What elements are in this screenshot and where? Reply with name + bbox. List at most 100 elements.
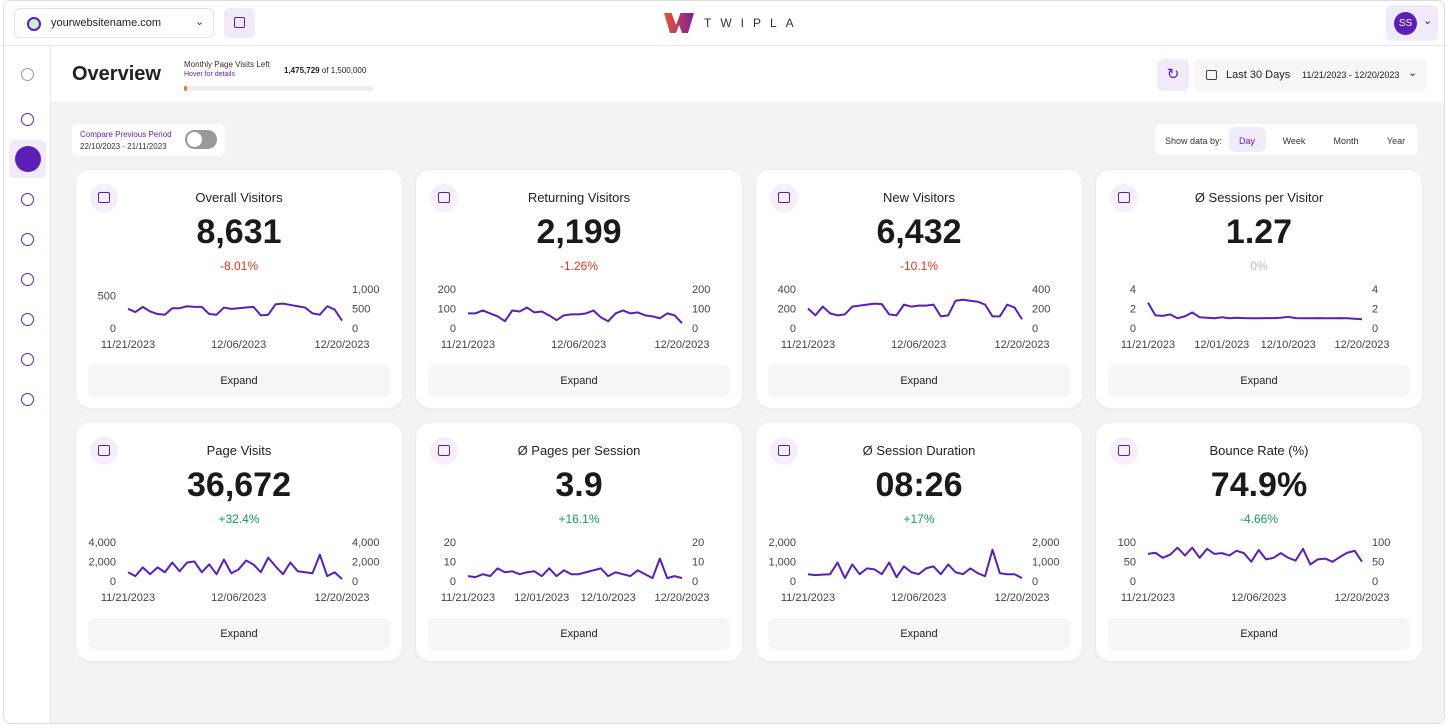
card-title: New Visitors — [882, 190, 955, 205]
card-title: Page Visits — [206, 443, 272, 458]
open-site[interactable] — [224, 8, 255, 38]
y-tick-label: 0 — [1130, 576, 1136, 588]
line — [807, 298, 1023, 320]
card-value: 6,432 — [876, 213, 962, 251]
line — [468, 306, 683, 324]
quota-hint[interactable]: Hover for details — [184, 71, 235, 78]
expand-button[interactable]: Expand — [1108, 618, 1410, 650]
x-tick-label: 12/20/2023 — [994, 592, 1049, 604]
nav-icon[interactable] — [21, 313, 34, 326]
metric-card: Ø Pages per Session 3.9 +16.1% Expand 0 10 20 0… — [416, 423, 742, 661]
y-tick-label: 100 — [438, 303, 456, 315]
nav-icon — [15, 146, 41, 172]
card-change: -8.01% — [219, 259, 259, 273]
nav-icon[interactable] — [21, 273, 34, 286]
quota-text: 1,475,729 of 1,500,000 — [284, 66, 366, 75]
line — [1147, 302, 1363, 321]
card-icon — [1110, 184, 1138, 212]
card-value: 3.9 — [555, 466, 603, 504]
compare-label: Compare Previous Period — [80, 130, 172, 139]
y2-tick-label: 2,000 — [1032, 537, 1060, 549]
compare-toggle[interactable] — [185, 130, 217, 149]
quota-left: 1,475,729 — [284, 66, 320, 75]
quota-title: Monthly Page Visits Left — [184, 60, 270, 69]
card-value: 8,631 — [196, 213, 282, 251]
expand-button[interactable]: Expand — [428, 365, 730, 397]
logo-text: TWIPLA — [704, 16, 803, 30]
y-tick-label: 200 — [438, 284, 456, 296]
x-tick-label: 12/06/2023 — [211, 339, 266, 351]
line — [127, 553, 343, 580]
expand-button[interactable]: Expand — [88, 618, 390, 650]
y2-tick-label: 10 — [692, 556, 704, 568]
y-tick-label: 0 — [110, 323, 116, 335]
expand-button[interactable]: Expand — [768, 365, 1070, 397]
y2-tick-label: 0 — [1032, 576, 1038, 588]
expand-button[interactable]: Expand — [88, 365, 390, 397]
metric-card: Bounce Rate (%) 74.9% -4.66% Expand 0 50 100 0 5… — [1096, 423, 1422, 661]
expand-button[interactable]: Expand — [1108, 365, 1410, 397]
date-picker[interactable]: Last 30 Days 11/21/2023 - 12/20/2023 ⌄ — [1194, 59, 1427, 91]
y-tick-label: 0 — [1130, 323, 1136, 335]
x-tick-label: 11/21/2023 — [781, 339, 835, 351]
sparkline: 0 1,000 2,000 0 1,000 2,000 11/21/2023 12/06/20… — [768, 537, 1060, 604]
card-icon — [430, 437, 458, 465]
sparkline: 0 200 400 0 200 400 11/21/2023 12/06/2023 12/20/… — [778, 284, 1051, 351]
globe-icon — [27, 17, 41, 31]
nav-icon[interactable] — [21, 193, 34, 206]
calendar-icon — [1206, 70, 1217, 80]
y-tick-label: 0 — [790, 323, 796, 335]
x-tick-label: 12/20/2023 — [994, 339, 1049, 351]
line — [1147, 546, 1363, 566]
period: Last 30 Days — [1226, 69, 1291, 81]
site-name: yourwebsitename.com — [51, 17, 162, 29]
expand-button[interactable]: Expand — [768, 618, 1070, 650]
card-icon — [90, 184, 118, 212]
nav-icon[interactable] — [21, 233, 34, 246]
metric-card: Ø Session Duration 08:26 +17% Expand 0 1,000 2… — [756, 423, 1082, 661]
sparkline: 0 2,000 4,000 0 2,000 4,000 11/21/2023 12/06/20… — [88, 537, 379, 604]
y-tick-label: 2,000 — [88, 556, 116, 568]
show-by-option[interactable]: Week — [1282, 136, 1306, 146]
x-tick-label: 11/21/2023 — [101, 339, 155, 351]
x-tick-label: 12/20/2023 — [314, 592, 369, 604]
y2-tick-label: 500 — [352, 303, 370, 315]
divider — [4, 45, 1444, 46]
nav-icon[interactable] — [21, 393, 34, 406]
avatar: SS — [1394, 12, 1417, 35]
x-tick-label: 12/06/2023 — [1231, 592, 1286, 604]
y-tick-label: 400 — [778, 284, 796, 296]
y2-tick-label: 1,000 — [1032, 556, 1060, 568]
sparkline: 0 10 20 0 10 20 11/21/2023 12/01/2023 12/10/2023… — [441, 537, 710, 604]
y-tick-label: 0 — [790, 576, 796, 588]
y2-tick-label: 100 — [1372, 537, 1390, 549]
line — [467, 557, 683, 580]
show-by-option[interactable]: Day — [1238, 136, 1256, 146]
x-tick-label: 11/21/2023 — [781, 592, 835, 604]
card-value: 74.9% — [1210, 466, 1308, 504]
card-change: +17% — [903, 512, 935, 526]
y-tick-label: 50 — [1124, 556, 1136, 568]
card-title: Ø Sessions per Visitor — [1194, 190, 1324, 205]
account-menu[interactable]: SS ⌄ — [1386, 5, 1438, 41]
quota-used — [184, 86, 188, 91]
nav-icon[interactable] — [21, 113, 34, 126]
show-by-box: Show data by: Day Week Month Year — [1155, 124, 1418, 155]
show-by-option[interactable]: Year — [1386, 136, 1406, 146]
card-change: +16.1% — [558, 512, 600, 526]
metric-card: Page Visits 36,672 +32.4% Expand 0 2,000 4,000… — [76, 423, 402, 661]
site-selector[interactable]: yourwebsitename.com ⌄ — [14, 8, 214, 38]
refresh-button[interactable]: ↻ — [1157, 59, 1189, 91]
card-icon-glyph — [98, 192, 110, 203]
card-icon — [770, 184, 798, 212]
sparkline: 0 100 200 0 100 200 11/21/2023 12/06/2023 12/20/… — [438, 284, 711, 351]
card-icon-glyph — [778, 192, 790, 203]
show-by-option[interactable]: Month — [1333, 136, 1359, 146]
nav-icon[interactable] — [21, 68, 34, 81]
card-icon — [430, 184, 458, 212]
metric-card: Ø Sessions per Visitor 1.27 0% Expand 0 2 4 0 2 4… — [1096, 170, 1422, 408]
expand-button[interactable]: Expand — [428, 618, 730, 650]
y2-tick-label: 4 — [1372, 284, 1378, 296]
nav-icon[interactable] — [21, 353, 34, 366]
x-tick-label: 12/01/2023 — [514, 592, 569, 604]
